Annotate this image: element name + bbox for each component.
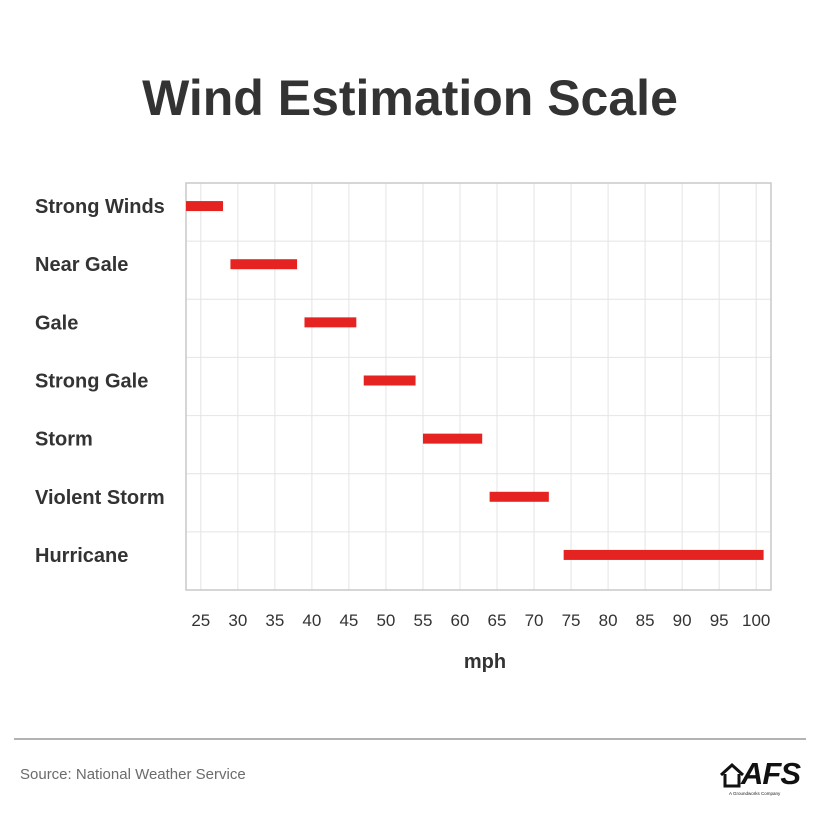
logo-tagline: A Groundworks Company xyxy=(729,791,781,796)
chart-grid xyxy=(186,183,771,590)
source-note: Source: National Weather Service xyxy=(20,766,246,783)
x-tick-label: 35 xyxy=(265,611,284,630)
range-bar xyxy=(304,317,357,328)
x-tick-label: 40 xyxy=(302,611,321,630)
afs-logo: AFS A Groundworks Company xyxy=(719,756,803,802)
category-label: Gale xyxy=(35,312,78,334)
footer-divider xyxy=(14,738,806,740)
category-label: Strong Winds xyxy=(35,196,165,218)
x-tick-label: 25 xyxy=(191,611,210,630)
x-tick-labels: 25 30 35 40 45 50 55 60 65 70 75 80 85 90 95 100 xyxy=(191,611,770,630)
x-tick-label: 90 xyxy=(673,611,692,630)
x-tick-label: 55 xyxy=(414,611,433,630)
category-label: Violent Storm xyxy=(35,487,165,509)
range-bar xyxy=(563,549,764,560)
x-tick-label: 50 xyxy=(376,611,395,630)
range-bar xyxy=(422,433,483,444)
x-tick-label: 75 xyxy=(562,611,581,630)
x-axis-label: mph xyxy=(464,651,506,673)
category-label: Strong Gale xyxy=(35,371,148,393)
chart-title: Wind Estimation Scale xyxy=(142,70,678,126)
range-bar xyxy=(230,259,298,270)
wind-scale-chart: Wind Estimation Scale Strong Winds Near G… xyxy=(35,70,772,673)
house-icon xyxy=(719,762,745,788)
logo-wordmark: AFS xyxy=(741,756,801,791)
range-bars xyxy=(186,201,764,560)
x-tick-label: 65 xyxy=(488,611,507,630)
x-tick-label: 100 xyxy=(742,611,770,630)
x-tick-label: 80 xyxy=(599,611,618,630)
range-bar xyxy=(489,491,549,502)
x-tick-label: 60 xyxy=(451,611,470,630)
category-labels: Strong Winds Near Gale Gale Strong Gale Stor… xyxy=(35,196,165,567)
category-label: Near Gale xyxy=(35,254,128,276)
x-tick-label: 85 xyxy=(636,611,655,630)
x-tick-label: 45 xyxy=(339,611,358,630)
category-label: Storm xyxy=(35,429,93,451)
x-tick-label: 70 xyxy=(525,611,544,630)
plot-frame xyxy=(185,182,772,591)
x-tick-label: 95 xyxy=(710,611,729,630)
range-bar xyxy=(186,201,224,212)
category-label: Hurricane xyxy=(35,545,128,567)
x-tick-label: 30 xyxy=(228,611,247,630)
range-bar xyxy=(363,375,416,386)
